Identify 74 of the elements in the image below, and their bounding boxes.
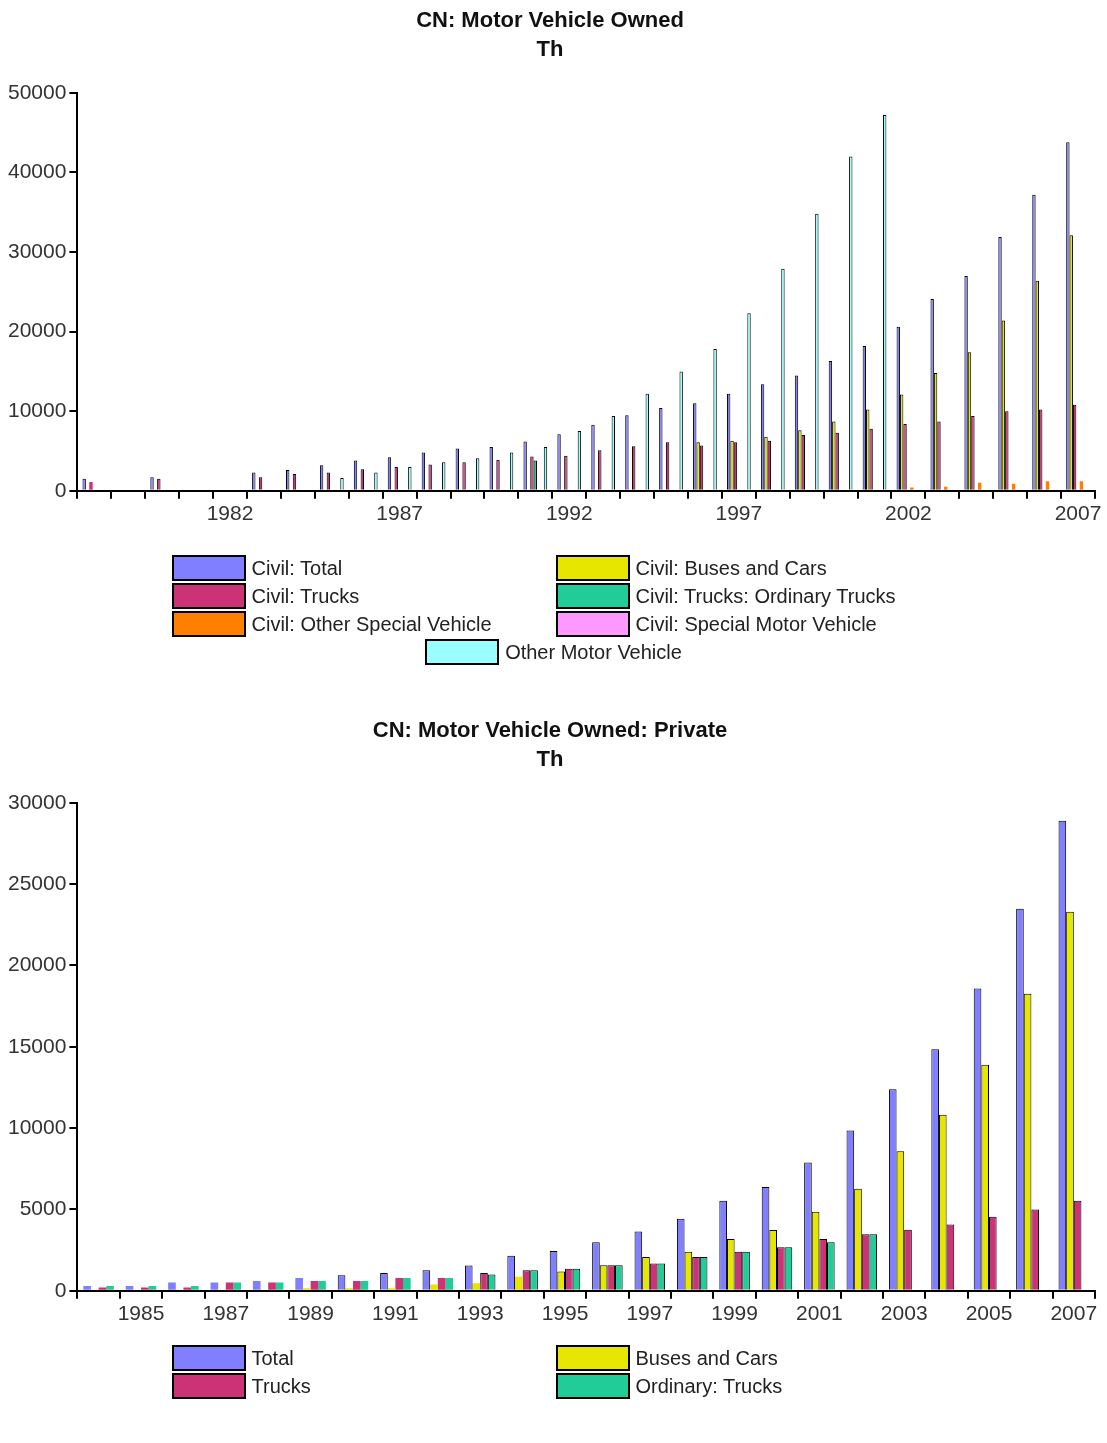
x-tick-label: 1995 xyxy=(541,1301,589,1325)
x-tick-label: 2002 xyxy=(885,501,932,525)
chart-title: CN: Motor Vehicle Owned: Private xyxy=(372,717,728,743)
bar xyxy=(183,1287,192,1290)
bar xyxy=(252,1281,261,1290)
bar xyxy=(148,1286,157,1290)
y-tick-label: 50000 xyxy=(7,79,67,103)
bar xyxy=(437,1278,446,1290)
bar xyxy=(514,1276,523,1290)
x-tick-label: 1992 xyxy=(545,501,593,525)
y-tick-label: 30000 xyxy=(7,789,67,813)
bar xyxy=(125,1286,134,1290)
bar xyxy=(233,1282,242,1290)
x-tick-label: 2003 xyxy=(880,1301,928,1325)
bar xyxy=(191,1286,199,1290)
x-tick-label: 2005 xyxy=(965,1301,1013,1325)
legend-label: Civil: Buses and Cars xyxy=(635,556,827,580)
legend-label: Ordinary: Trucks xyxy=(635,1374,783,1398)
x-tick-label: 1993 xyxy=(456,1301,504,1325)
legend-label: Civil: Total xyxy=(251,556,343,580)
x-tick-label: 1991 xyxy=(372,1301,419,1325)
bar xyxy=(403,1278,411,1290)
y-tick-label: 10000 xyxy=(7,398,67,421)
y-tick-label: 5000 xyxy=(19,1196,67,1220)
bar xyxy=(445,1278,454,1290)
x-tick-label: 2001 xyxy=(796,1301,843,1325)
legend-label: Buses and Cars xyxy=(635,1346,778,1370)
x-tick-label: 1997 xyxy=(715,501,763,525)
x-tick-label: 1999 xyxy=(711,1301,758,1325)
bar xyxy=(430,1284,438,1290)
x-tick-label: 1982 xyxy=(206,501,254,525)
legend-label: Civil: Trucks: Ordinary Trucks xyxy=(635,584,896,608)
y-tick-label: 0 xyxy=(54,1277,67,1301)
legend-label: Civil: Special Motor Vehicle xyxy=(635,612,877,636)
legend-label: Trucks xyxy=(251,1374,311,1398)
y-tick-label: 20000 xyxy=(7,952,67,976)
bar xyxy=(83,1286,91,1290)
y-tick-label: 25000 xyxy=(7,870,67,894)
y-tick-label: 10000 xyxy=(7,1114,67,1138)
bar xyxy=(353,1281,361,1290)
x-tick-label: 2007 xyxy=(1054,501,1102,525)
y-tick-label: 20000 xyxy=(7,318,67,342)
bar xyxy=(395,1278,404,1290)
y-tick-label: 0 xyxy=(54,477,67,501)
x-tick-label: 1985 xyxy=(117,1301,165,1325)
bar xyxy=(168,1282,176,1290)
chart-subtitle: Th xyxy=(536,745,564,771)
legend-label: Other Motor Vehicle xyxy=(505,640,682,664)
bar xyxy=(268,1282,276,1290)
bar xyxy=(360,1281,369,1290)
legend-label: Civil: Trucks xyxy=(251,584,360,608)
bar xyxy=(106,1286,114,1290)
bar xyxy=(1045,481,1050,490)
x-tick-label: 1989 xyxy=(287,1301,334,1325)
bar xyxy=(89,482,93,490)
legend-label: Total xyxy=(251,1346,294,1370)
legend-label: Civil: Other Special Vehicle xyxy=(251,612,492,636)
y-tick-label: 30000 xyxy=(7,238,67,262)
x-tick-label: 1987 xyxy=(202,1301,250,1325)
x-tick-label: 1997 xyxy=(626,1301,674,1325)
bar xyxy=(318,1281,326,1290)
chart-subtitle: Th xyxy=(536,35,564,61)
y-tick-label: 40000 xyxy=(7,159,67,183)
bar xyxy=(295,1278,303,1290)
x-tick-label: 2007 xyxy=(1050,1301,1098,1325)
x-tick-label: 1987 xyxy=(376,501,423,525)
y-tick-label: 15000 xyxy=(7,1033,67,1057)
bar xyxy=(472,1283,481,1290)
bar xyxy=(141,1287,149,1290)
bar xyxy=(944,486,948,490)
bar xyxy=(910,487,914,490)
bar xyxy=(310,1281,319,1290)
chart-title: CN: Motor Vehicle Owned xyxy=(416,7,684,33)
bar xyxy=(1079,481,1084,490)
